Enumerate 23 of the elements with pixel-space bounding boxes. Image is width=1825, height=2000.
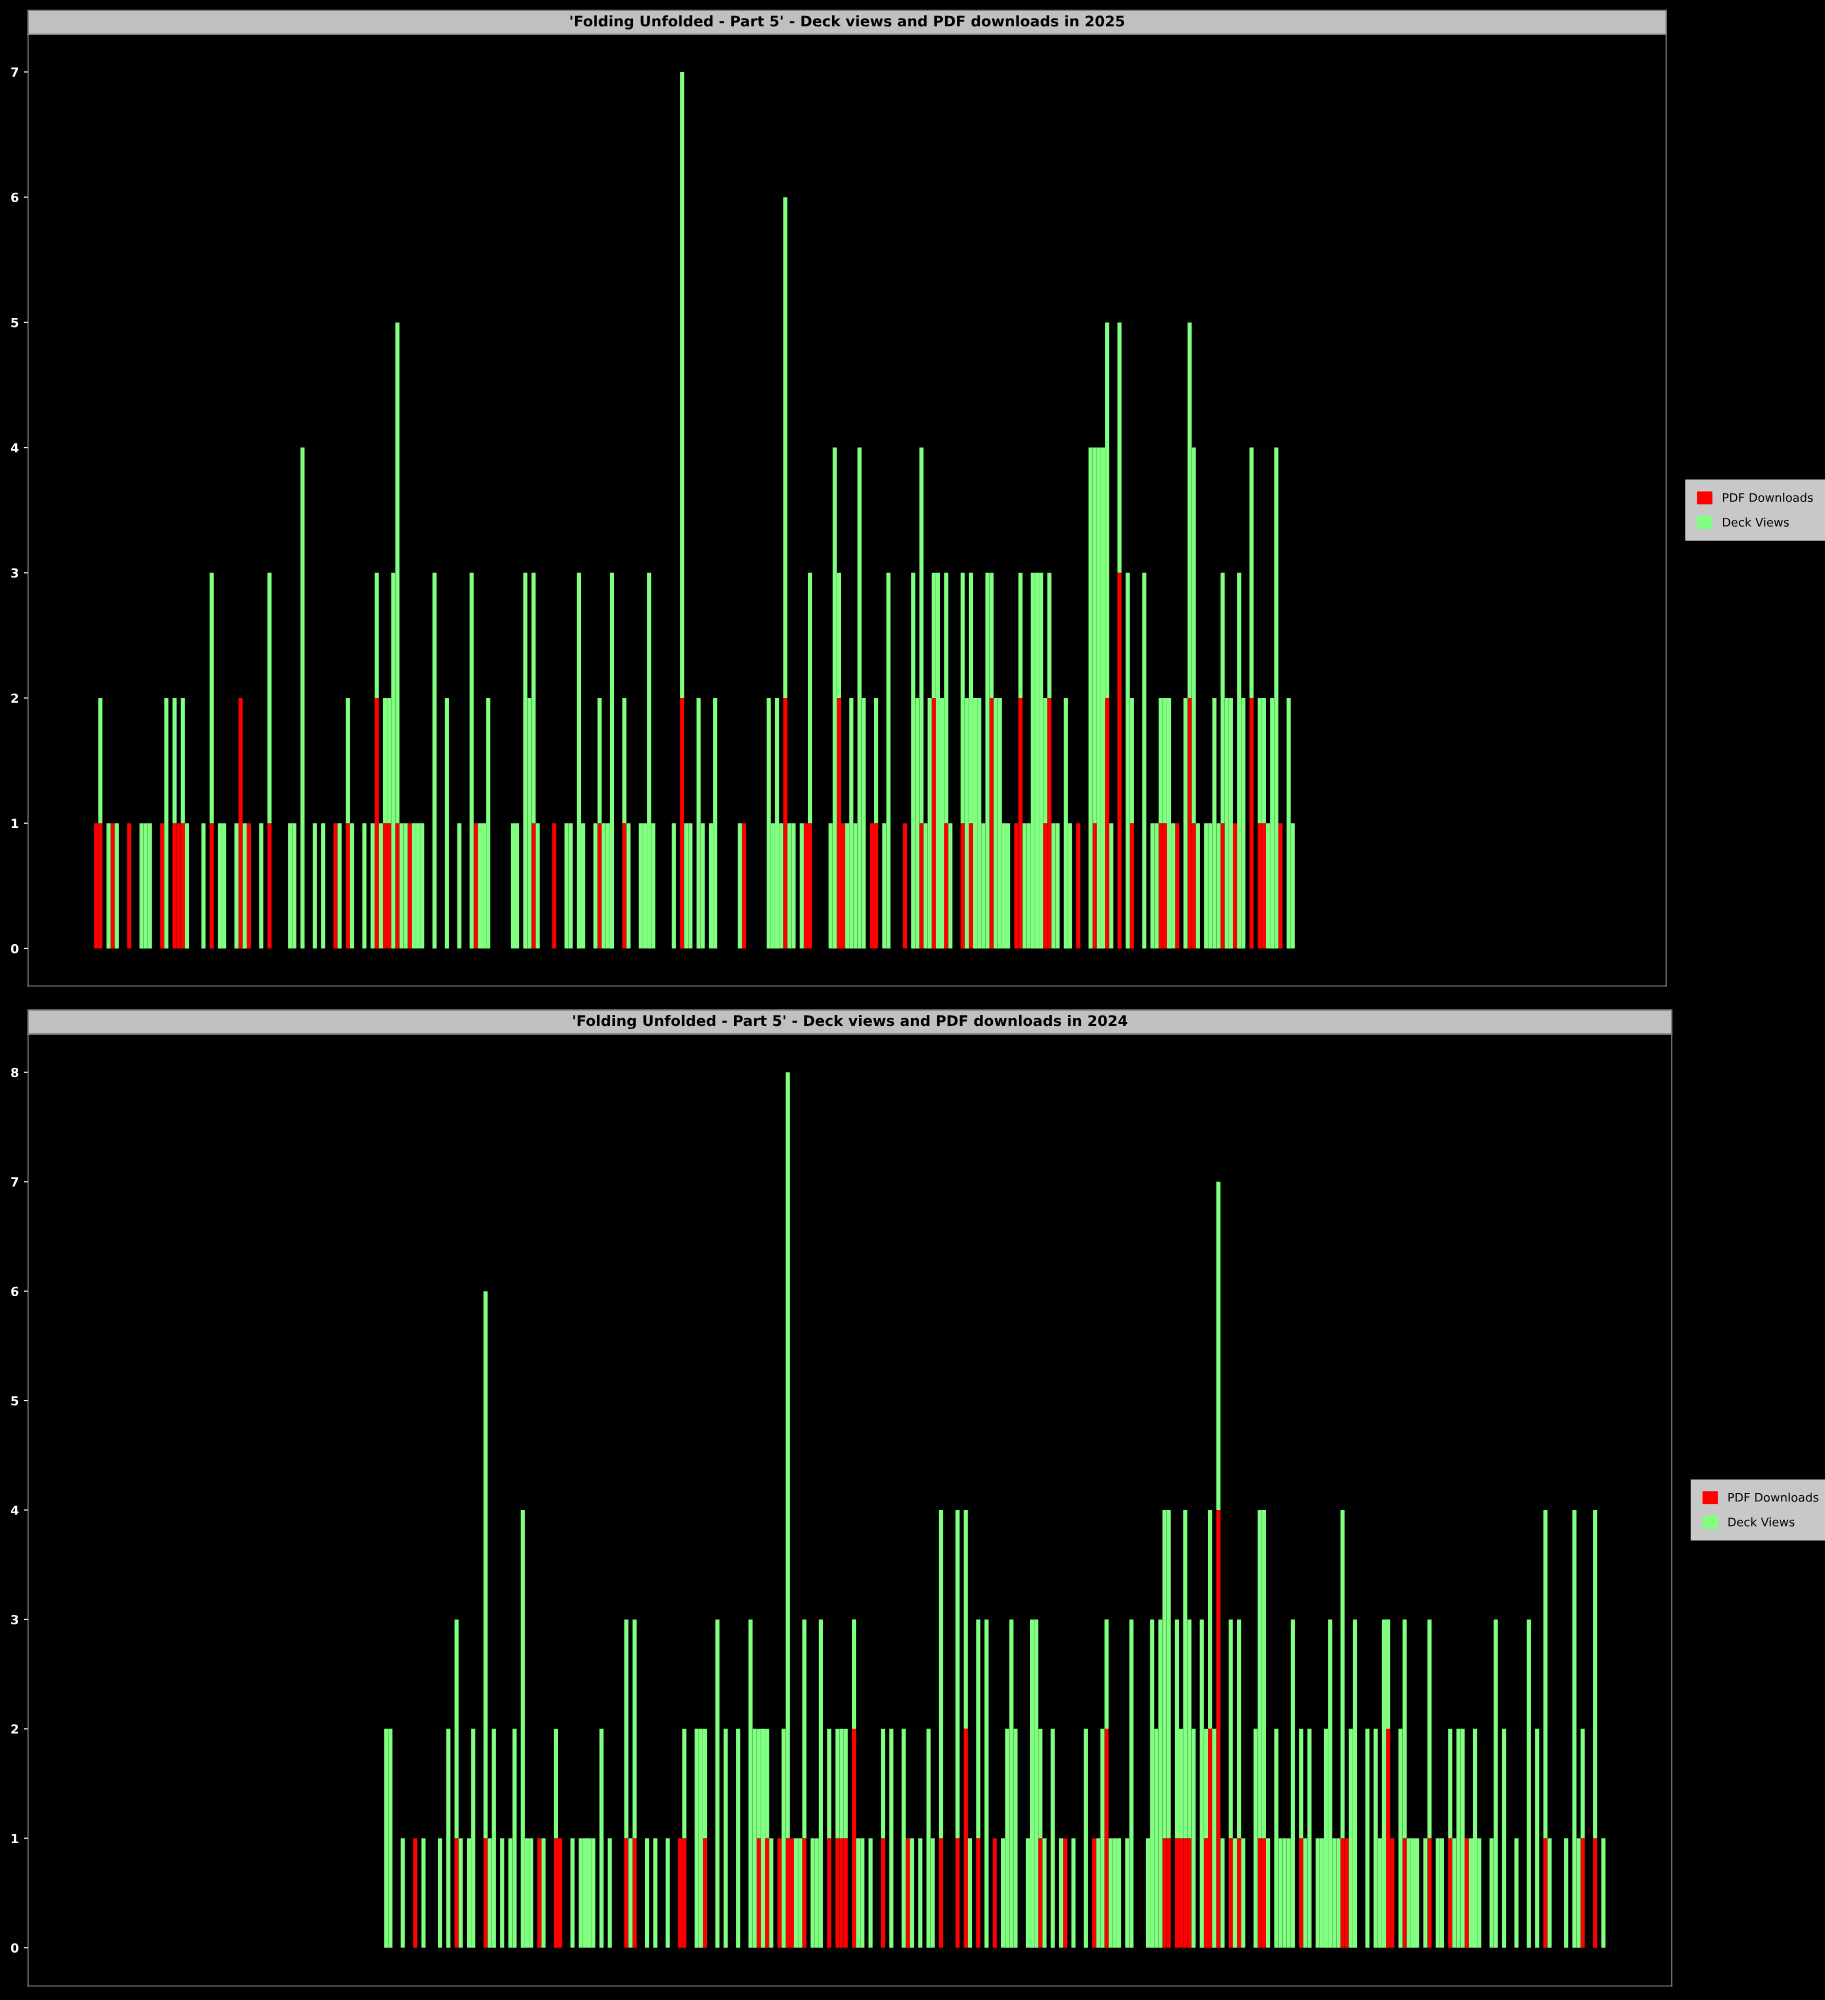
legend-label: PDF Downloads	[1728, 1492, 1819, 1502]
y-tick-label: 5	[11, 318, 19, 328]
y-tick-label: 7	[11, 67, 19, 77]
legend-label: Deck Views	[1722, 517, 1789, 527]
y-tick-label: 1	[11, 1833, 19, 1844]
y-tick-label: 2	[11, 1724, 18, 1734]
y-tick-label: 0	[10, 1943, 19, 1953]
legend-label: Deck Views	[1728, 1517, 1795, 1527]
y-tick-label: 1	[11, 818, 19, 828]
chart-title: 'Folding Unfolded - Part 5' - Deck views and PDF downloads in 2024	[573, 1014, 1128, 1030]
y-tick-label: 5	[11, 1396, 19, 1406]
y-tick-label: 4	[10, 1505, 19, 1515]
y-tick-label: 8	[11, 1067, 19, 1078]
chart-title: 'Folding Unfolded - Part 5' - Deck views and PDF downloads in 2025	[570, 15, 1125, 30]
y-tick-label: 6	[11, 192, 19, 203]
y-tick-label: 2	[11, 693, 18, 703]
legend-label: PDF Downloads	[1722, 492, 1813, 502]
y-tick-label: 3	[11, 1614, 19, 1625]
y-tick-label: 7	[11, 1177, 19, 1187]
y-tick-label: 4	[10, 443, 19, 453]
y-tick-label: 3	[11, 568, 19, 578]
y-tick-label: 6	[11, 1286, 19, 1297]
y-tick-label: 0	[10, 943, 19, 954]
